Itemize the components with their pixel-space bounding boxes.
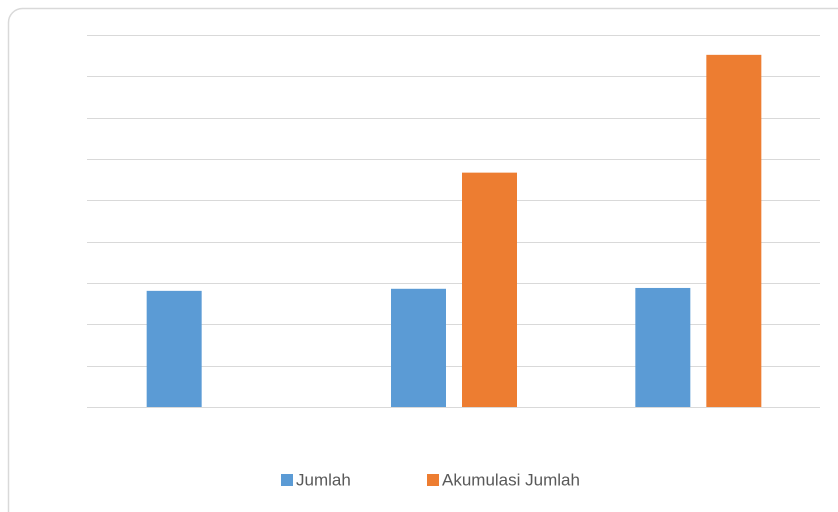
bar xyxy=(462,172,517,407)
legend-swatch xyxy=(427,474,439,486)
bar xyxy=(635,287,691,407)
legend-swatch xyxy=(281,474,293,486)
legend-label: Jumlah xyxy=(296,470,351,489)
chart-frame xyxy=(7,7,838,512)
bar xyxy=(391,288,446,407)
bar xyxy=(146,290,202,407)
bar xyxy=(706,54,762,408)
legend-label: Akumulasi Jumlah xyxy=(442,470,580,489)
